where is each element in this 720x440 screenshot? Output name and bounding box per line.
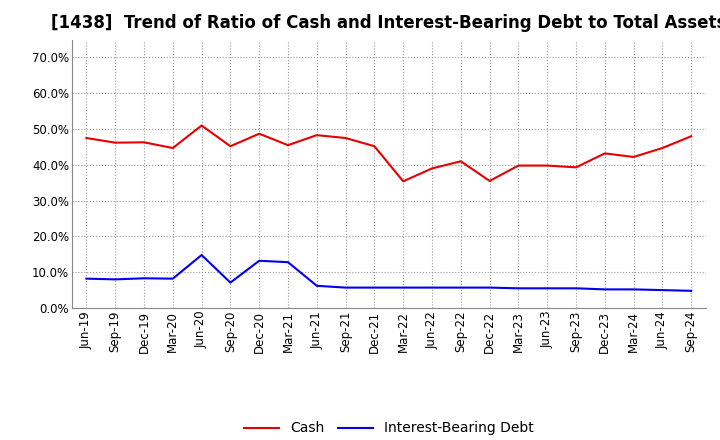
Interest-Bearing Debt xyxy=(572,286,580,291)
Interest-Bearing Debt xyxy=(255,258,264,264)
Cash xyxy=(399,179,408,184)
Interest-Bearing Debt xyxy=(111,277,120,282)
Title: [1438]  Trend of Ratio of Cash and Interest-Bearing Debt to Total Assets: [1438] Trend of Ratio of Cash and Intere… xyxy=(51,15,720,33)
Cash xyxy=(456,159,465,164)
Cash xyxy=(514,163,523,168)
Line: Interest-Bearing Debt: Interest-Bearing Debt xyxy=(86,255,691,291)
Cash xyxy=(168,145,177,150)
Cash xyxy=(226,143,235,149)
Cash xyxy=(485,178,494,183)
Interest-Bearing Debt xyxy=(284,260,292,265)
Cash xyxy=(255,131,264,136)
Cash xyxy=(111,140,120,145)
Interest-Bearing Debt xyxy=(514,286,523,291)
Interest-Bearing Debt xyxy=(658,287,667,293)
Cash xyxy=(572,165,580,170)
Interest-Bearing Debt xyxy=(600,287,609,292)
Cash xyxy=(284,143,292,148)
Interest-Bearing Debt xyxy=(370,285,379,290)
Cash xyxy=(629,154,638,160)
Interest-Bearing Debt xyxy=(485,285,494,290)
Cash xyxy=(140,139,148,145)
Cash xyxy=(428,166,436,171)
Cash xyxy=(312,132,321,138)
Interest-Bearing Debt xyxy=(629,287,638,292)
Cash xyxy=(658,145,667,150)
Cash xyxy=(370,143,379,149)
Interest-Bearing Debt xyxy=(140,275,148,281)
Legend: Cash, Interest-Bearing Debt: Cash, Interest-Bearing Debt xyxy=(238,415,539,440)
Line: Cash: Cash xyxy=(86,125,691,181)
Cash xyxy=(82,136,91,141)
Cash xyxy=(543,163,552,168)
Cash xyxy=(341,136,350,141)
Interest-Bearing Debt xyxy=(226,280,235,285)
Interest-Bearing Debt xyxy=(168,276,177,281)
Cash xyxy=(600,151,609,156)
Interest-Bearing Debt xyxy=(341,285,350,290)
Interest-Bearing Debt xyxy=(428,285,436,290)
Cash xyxy=(687,134,696,139)
Interest-Bearing Debt xyxy=(456,285,465,290)
Interest-Bearing Debt xyxy=(82,276,91,281)
Interest-Bearing Debt xyxy=(543,286,552,291)
Interest-Bearing Debt xyxy=(197,253,206,258)
Interest-Bearing Debt xyxy=(399,285,408,290)
Cash xyxy=(197,123,206,128)
Interest-Bearing Debt xyxy=(312,283,321,289)
Interest-Bearing Debt xyxy=(687,288,696,293)
